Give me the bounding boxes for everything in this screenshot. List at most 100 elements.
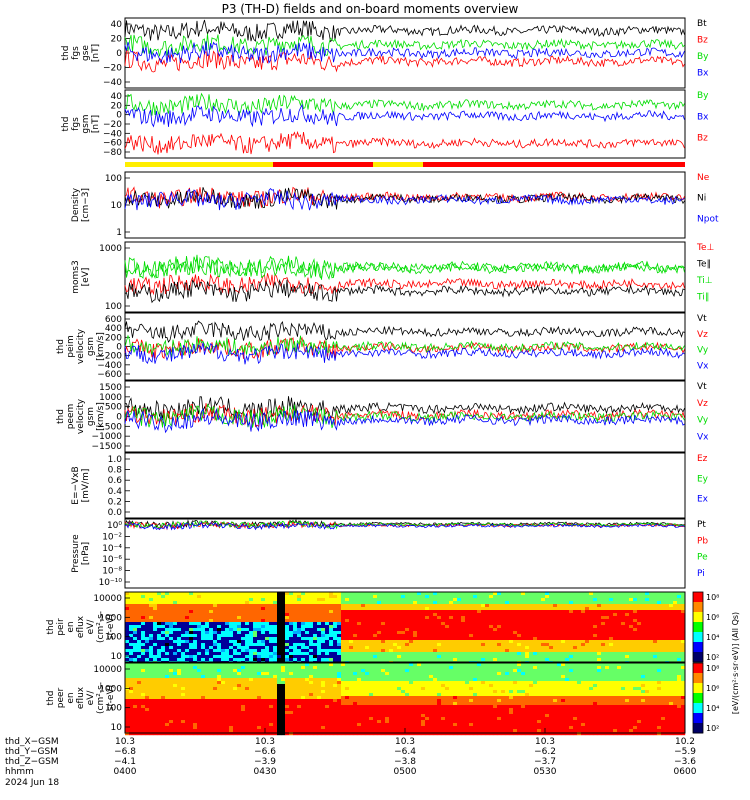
colorbar-tick: 10²: [706, 653, 719, 662]
legend-Vy: Vy: [697, 346, 709, 356]
y-tick-label: −40: [103, 78, 122, 88]
legend-Ey: Ey: [697, 474, 709, 484]
legend-Vt: Vt: [697, 314, 707, 324]
y-tick-label: 0.8: [108, 466, 123, 476]
colorbar-peir: [692, 591, 704, 663]
time-axis-value: −6.6: [254, 747, 276, 757]
y-axis-label: (cm²-s-: [96, 611, 106, 643]
y-axis-label: thd: [56, 409, 66, 424]
series-Vy: [124, 403, 685, 429]
legend-Ne: Ne: [697, 173, 710, 183]
y-tick-label: 1000: [99, 684, 122, 694]
colorbar-peer: [692, 662, 704, 734]
legend-Ni: Ni: [697, 194, 706, 204]
y-axis-label: fgs: [71, 46, 81, 60]
time-axis-value: 10.3: [395, 737, 415, 747]
y-tick-label: 10: [111, 201, 123, 211]
series-Vx: [124, 342, 685, 365]
legend-Pi: Pi: [697, 569, 705, 579]
y-tick-label: 10⁻⁸: [102, 567, 122, 577]
time-axis-value: 0400: [114, 767, 137, 777]
y-axis-label: gsm: [81, 114, 91, 133]
y-tick-label: −1000: [92, 432, 123, 442]
y-tick-label: 200: [105, 333, 122, 343]
series-Te⊥: [124, 273, 685, 296]
y-axis-label: gse: [81, 45, 91, 61]
y-tick-label: −20: [103, 64, 122, 74]
time-axis-value: 10.3: [255, 737, 275, 747]
chart-title: P3 (TH-D) fields and on-board moments ov…: [221, 2, 519, 16]
legend-Bz: Bz: [697, 36, 708, 46]
y-tick-label: 600: [105, 315, 122, 325]
legend-Bt: Bt: [697, 19, 707, 29]
time-axis-value: 0500: [394, 767, 417, 777]
panel-frame: [124, 89, 686, 159]
time-axis-row-label: thd_X−GSM: [5, 737, 59, 747]
y-tick-label: 0.0: [108, 508, 123, 518]
panel-frame: [124, 518, 686, 589]
y-tick-label: 1000: [99, 244, 122, 254]
y-tick-label: 100: [105, 633, 122, 643]
colorbar-label: [eV/(cm²·s·sr·eV)] (All Qs): [731, 612, 740, 714]
y-axis-label: eV/: [86, 690, 96, 706]
legend-Bx: Bx: [697, 69, 709, 79]
y-tick-label: 0: [116, 343, 122, 353]
legend-Vt: Vt: [697, 382, 707, 392]
legend-Vx: Vx: [697, 361, 709, 371]
time-axis-value: −6.2: [534, 747, 556, 757]
y-tick-label: 0: [116, 49, 122, 59]
legend-Vx: Vx: [697, 432, 709, 442]
y-tick-label: 1500: [99, 383, 122, 393]
y-axis-label: thd: [46, 691, 56, 706]
colorbar-tick: 10⁶: [706, 613, 719, 622]
legend-Vz: Vz: [697, 399, 708, 409]
y-tick-label: 20: [111, 101, 123, 111]
y-tick-label: 20: [111, 35, 123, 45]
legend-Ti⊥: Ti⊥: [696, 276, 713, 286]
y-tick-label: −1500: [92, 442, 123, 452]
y-axis-label: en: [66, 692, 76, 703]
panel-peir_eflux: [124, 591, 686, 665]
series-Vx: [124, 407, 685, 434]
legend-Ti∥: Ti∥: [696, 293, 709, 303]
y-tick-label: 0.6: [108, 476, 123, 486]
y-tick-label: 500: [105, 403, 122, 413]
y-axis-label: thd: [61, 46, 71, 61]
y-axis-label: moms3: [71, 260, 81, 293]
y-axis-label: en: [66, 621, 76, 632]
legend-Vy: Vy: [697, 416, 709, 426]
y-tick-label: 40: [111, 92, 123, 102]
time-axis-value: 0430: [254, 767, 277, 777]
y-axis-label: peer: [56, 687, 66, 708]
colorbar-tick: 10⁶: [706, 684, 719, 693]
y-axis-label: E=−VxB: [71, 466, 81, 504]
series-By: [124, 33, 685, 57]
time-axis-value: −3.7: [534, 757, 556, 767]
y-tick-label: 1000: [99, 613, 122, 623]
legend-Pe: Pe: [697, 553, 708, 563]
series-Vt: [124, 396, 685, 420]
legend-Pt: Pt: [697, 520, 706, 530]
y-tick-label: 40: [111, 20, 123, 30]
y-axis-label: gsm: [86, 337, 96, 356]
y-axis-label: [cm−3]: [81, 188, 91, 222]
y-tick-label: 0.4: [108, 487, 123, 497]
series-By: [124, 92, 685, 117]
y-tick-label: −80: [103, 148, 122, 158]
y-tick-label: 0.2: [108, 497, 122, 507]
y-tick-label: 100: [105, 302, 122, 312]
time-axis-value: 10.3: [535, 737, 555, 747]
y-axis-label: thd: [56, 339, 66, 354]
y-axis-label: thd: [46, 620, 56, 635]
y-axis-label: Pressure: [71, 534, 81, 573]
y-axis-label: velocity: [76, 328, 86, 364]
y-tick-label: −20: [103, 120, 122, 130]
y-axis-label: eV/: [86, 619, 96, 635]
series-Bz: [124, 130, 685, 155]
colorbar-tick: 10⁸: [706, 664, 719, 673]
y-axis-label: [nPa]: [81, 542, 91, 565]
y-tick-label: 10: [111, 652, 123, 662]
y-tick-label: −400: [97, 361, 122, 371]
y-tick-label: 10000: [93, 665, 122, 675]
time-axis-value: −3.6: [674, 757, 696, 767]
